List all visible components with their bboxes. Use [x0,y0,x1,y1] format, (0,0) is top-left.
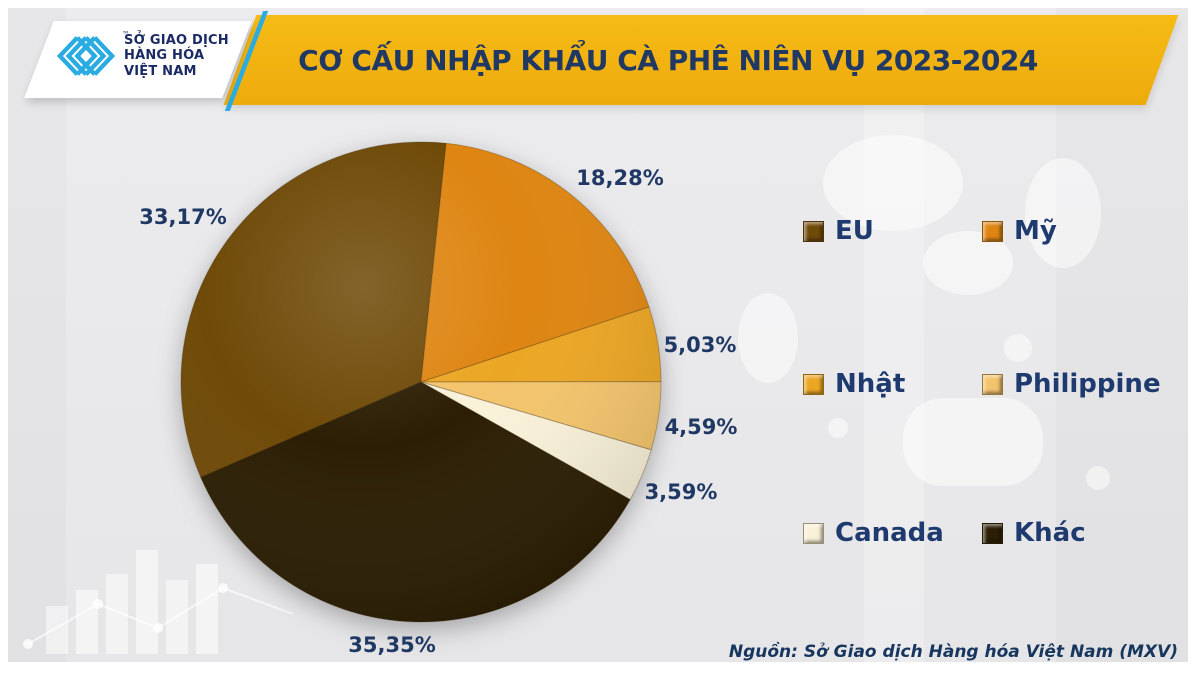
legend-item-philippine: Philippine [982,371,1161,397]
mxv-logo-icon [56,36,116,76]
legend-swatch-nhat [803,373,824,395]
world-map-ghost [738,135,1110,490]
legend-label-canada: Canada [835,518,944,548]
legend-item-nhat: Nhật [803,371,905,397]
pie-label-philippine: 4,59% [664,415,738,439]
background-decor [23,8,1110,662]
legend-item-khac: Khác [982,520,1086,546]
legend-item-canada: Canada [803,520,944,546]
slide-background [8,8,1188,662]
legend-swatch-canada [803,522,824,544]
source-note: Nguồn: Sở Giao dịch Hàng hóa Việt Nam (M… [728,642,1178,662]
pie-label-khac: 35,35% [348,633,436,657]
legend-swatch-khac [982,522,1003,544]
legend-item-eu: EU [803,218,874,244]
pie-label-eu: 33,17% [139,205,227,229]
mxv-logo: SỞ GIAO DỊCH HÀNG HÓA VIỆT NAM [56,33,229,79]
pie-label-my: 18,28% [576,166,664,190]
legend-label-my: Mỹ [1014,216,1057,246]
legend-swatch-eu [803,220,824,242]
legend-item-my: Mỹ [982,218,1057,244]
legend-label-eu: EU [835,216,874,246]
legend-label-philippine: Philippine [1014,369,1161,399]
legend-label-khac: Khác [1014,518,1086,548]
logo-text-line2: HÀNG HÓA [124,48,205,64]
pie-label-canada: 3,59% [644,480,718,504]
logo-text-line1: SỞ GIAO DỊCH [124,33,229,48]
logo-text: SỞ GIAO DỊCH HÀNG HÓA VIỆT NAM [124,33,229,79]
page-title: CƠ CẤU NHẬP KHẨU CÀ PHÊ NIÊN VỤ 2023-202… [298,43,1038,77]
pie-label-nhat: 5,03% [663,333,737,357]
legend-label-nhat: Nhật [835,369,906,399]
legend-swatch-philippine [982,373,1003,395]
trademark-symbol: ™ [122,30,130,39]
legend-swatch-my [982,220,1003,242]
logo-text-line3: VIỆT NAM [124,63,197,79]
